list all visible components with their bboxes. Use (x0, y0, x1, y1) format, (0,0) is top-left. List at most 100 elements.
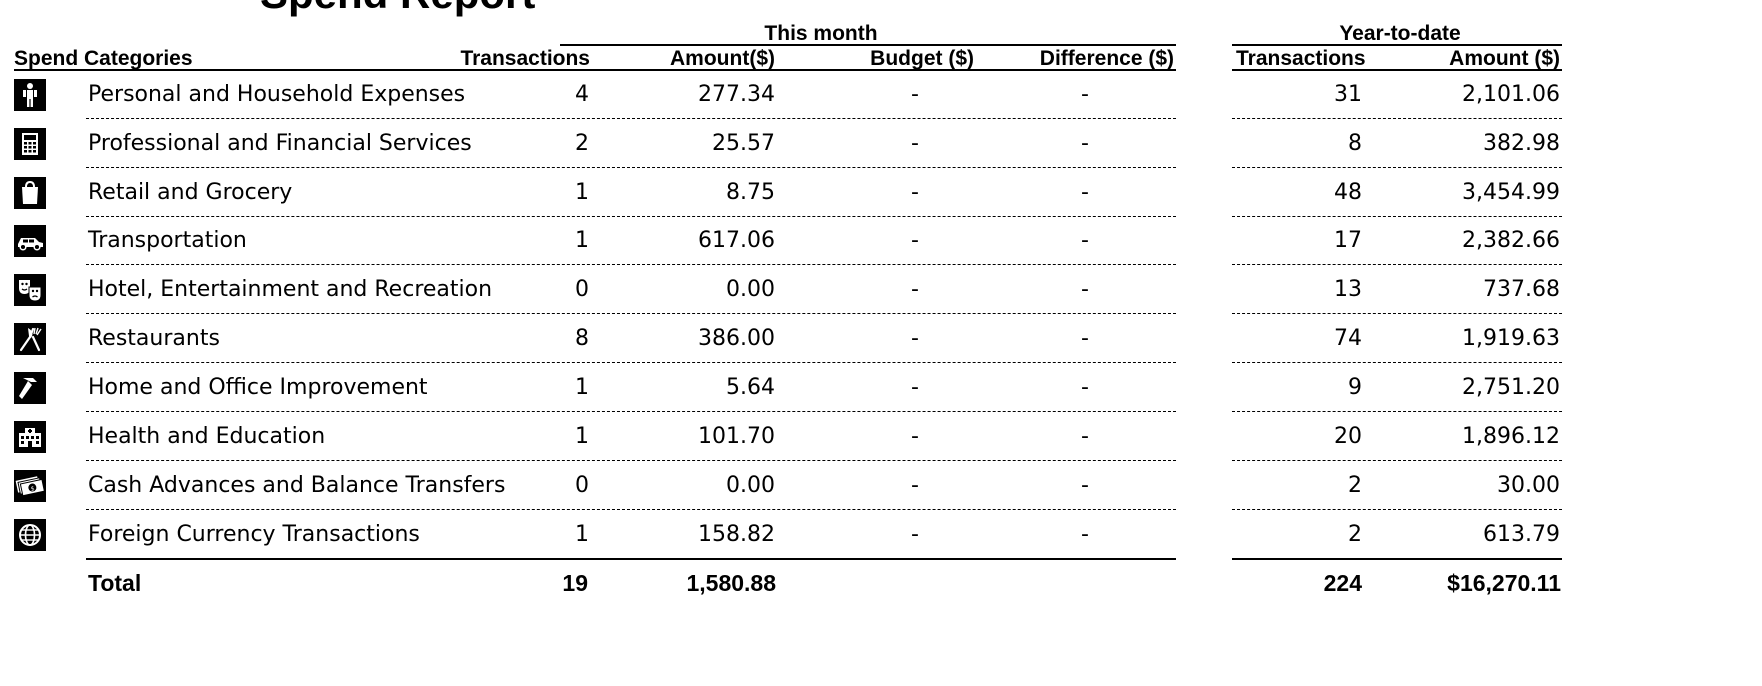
fork-knife-icon (14, 323, 46, 355)
tm-amount: 25.57 (712, 131, 775, 156)
tm-transactions: 1 (575, 228, 589, 253)
tm-transactions: 1 (575, 180, 589, 205)
ytd-amount: 3,454.99 (1462, 180, 1560, 205)
cash-icon: $ (14, 470, 46, 502)
row-divider-right (1232, 460, 1562, 461)
row-divider-right (1232, 118, 1562, 119)
ytd-amount: 1,919.63 (1462, 326, 1560, 351)
tm-difference: - (1081, 522, 1089, 547)
total-tm-transactions: 19 (562, 570, 588, 596)
header-tm-amount: Amount($) (670, 47, 775, 70)
category-label: Home and Office Improvement (88, 375, 428, 400)
tm-amount: 0.00 (726, 277, 775, 302)
row-divider-right (1232, 264, 1562, 265)
ytd-transactions: 9 (1348, 375, 1362, 400)
ytd-transactions: 20 (1334, 424, 1362, 449)
tm-amount: 101.70 (698, 424, 775, 449)
category-label: Cash Advances and Balance Transfers (88, 473, 506, 498)
tm-transactions: 0 (575, 473, 589, 498)
tm-amount: 277.34 (698, 82, 775, 107)
tm-budget: - (911, 82, 919, 107)
hammer-icon (14, 372, 46, 404)
tm-difference: - (1081, 424, 1089, 449)
hospital-icon (14, 421, 46, 453)
header-underline-right (1232, 69, 1562, 71)
calculator-icon (14, 128, 46, 160)
header-spend-categories: Spend Categories (14, 47, 193, 70)
row-divider-left (86, 118, 1176, 119)
total-label: Total (88, 570, 142, 596)
row-divider-right (1232, 313, 1562, 314)
header-ytd-transactions: Transactions (1236, 47, 1366, 70)
ytd-amount: 737.68 (1483, 277, 1560, 302)
row-divider-left (86, 216, 1176, 217)
total-divider-left (86, 558, 1176, 560)
tm-budget: - (911, 375, 919, 400)
category-label: Restaurants (88, 326, 220, 351)
car-icon (14, 225, 46, 257)
category-label: Personal and Household Expenses (88, 82, 466, 107)
group-underline-this-month (560, 44, 1176, 46)
tm-difference: - (1081, 131, 1089, 156)
row-divider-left (86, 362, 1176, 363)
category-label: Retail and Grocery (88, 180, 293, 205)
tm-budget: - (911, 277, 919, 302)
tm-budget: - (911, 228, 919, 253)
ytd-transactions: 48 (1334, 180, 1362, 205)
ytd-amount: 613.79 (1483, 522, 1560, 547)
group-header-ytd: Year-to-date (1339, 22, 1461, 45)
tm-difference: - (1081, 180, 1089, 205)
row-divider-right (1232, 411, 1562, 412)
ytd-transactions: 8 (1348, 131, 1362, 156)
category-label: Foreign Currency Transactions (88, 522, 420, 547)
tm-difference: - (1081, 277, 1089, 302)
tm-transactions: 1 (575, 522, 589, 547)
tm-transactions: 1 (575, 375, 589, 400)
row-divider-left (86, 411, 1176, 412)
ytd-transactions: 17 (1334, 228, 1362, 253)
ytd-transactions: 2 (1348, 522, 1362, 547)
row-divider-left (86, 313, 1176, 314)
svg-text:$: $ (30, 485, 35, 493)
ytd-transactions: 13 (1334, 277, 1362, 302)
globe-icon (14, 519, 46, 551)
category-label: Professional and Financial Services (88, 131, 472, 156)
tm-difference: - (1081, 326, 1089, 351)
tm-amount: 386.00 (698, 326, 775, 351)
tm-amount: 617.06 (698, 228, 775, 253)
row-divider-left (86, 509, 1176, 510)
tm-budget: - (911, 326, 919, 351)
report-title: Spend Report (260, 0, 535, 18)
ytd-amount: 30.00 (1497, 473, 1560, 498)
person-icon (14, 79, 46, 111)
header-tm-budget: Budget ($) (870, 47, 974, 70)
group-header-this-month: This month (764, 22, 878, 45)
theater-masks-icon (14, 274, 46, 306)
total-ytd-transactions: 224 (1323, 570, 1362, 596)
category-label: Health and Education (88, 424, 326, 449)
tm-difference: - (1081, 82, 1089, 107)
ytd-transactions: 2 (1348, 473, 1362, 498)
row-divider-left (86, 167, 1176, 168)
total-ytd-amount: $16,270.11 (1447, 570, 1561, 596)
tm-transactions: 2 (575, 131, 589, 156)
tm-transactions: 8 (575, 326, 589, 351)
tm-budget: - (911, 473, 919, 498)
row-divider-right (1232, 509, 1562, 510)
tm-amount: 5.64 (726, 375, 775, 400)
tm-budget: - (911, 180, 919, 205)
tm-budget: - (911, 424, 919, 449)
total-divider-right (1232, 558, 1562, 560)
group-underline-ytd (1232, 44, 1562, 46)
tm-transactions: 1 (575, 424, 589, 449)
category-label: Hotel, Entertainment and Recreation (88, 277, 493, 302)
tm-amount: 0.00 (726, 473, 775, 498)
total-tm-amount: 1,580.88 (686, 570, 776, 596)
row-divider-left (86, 460, 1176, 461)
tm-difference: - (1081, 375, 1089, 400)
ytd-amount: 2,101.06 (1462, 82, 1560, 107)
header-underline-left (14, 69, 1176, 71)
ytd-transactions: 31 (1334, 82, 1362, 107)
header-ytd-amount: Amount ($) (1449, 47, 1560, 70)
